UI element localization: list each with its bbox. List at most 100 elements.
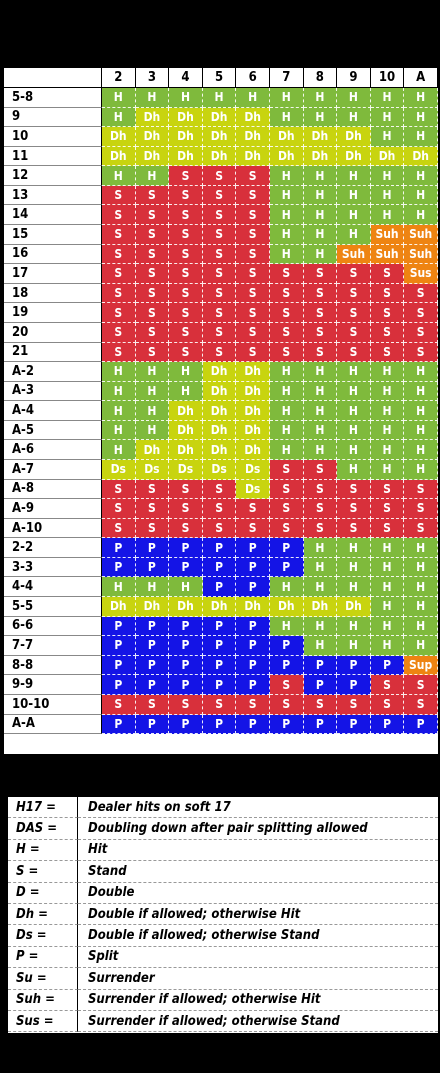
legend-description: Hit	[78, 840, 438, 862]
action-cell: P	[102, 557, 136, 578]
action-cell: Dh	[404, 146, 438, 167]
action-cell: H	[370, 459, 405, 480]
action-cell: H	[370, 636, 405, 656]
action-cell: S	[303, 303, 338, 323]
action-cell: H	[370, 597, 405, 617]
action-cell: H	[370, 381, 405, 402]
player-hand-label: A-8	[4, 479, 102, 500]
action-cell: H	[337, 205, 371, 226]
header-corner	[4, 68, 102, 88]
action-cell: S	[337, 322, 371, 343]
action-cell: Dh	[236, 146, 270, 167]
action-cell: S	[370, 518, 405, 539]
action-cell: H	[404, 636, 438, 656]
action-cell: S	[202, 244, 237, 265]
action-cell: P	[135, 714, 170, 735]
player-hand-label: 5-5	[4, 597, 102, 617]
action-cell: P	[202, 557, 237, 578]
player-hand-label: 9	[4, 107, 102, 128]
player-hand-label: A-10	[4, 518, 102, 539]
action-cell: H	[303, 440, 338, 460]
action-cell: H	[269, 381, 304, 402]
action-cell: P	[135, 557, 170, 578]
action-cell: H	[102, 381, 136, 402]
action-cell: H	[404, 597, 438, 617]
dealer-card-header: 5	[202, 68, 237, 88]
action-cell: S	[370, 264, 405, 284]
action-cell: Dh	[236, 107, 270, 128]
player-hand-label: A-4	[4, 401, 102, 421]
action-cell: H	[404, 440, 438, 460]
action-cell: H	[370, 88, 405, 108]
legend-description: Dealer hits on soft 17	[78, 797, 438, 819]
action-cell: H	[370, 205, 405, 226]
action-cell: P	[102, 616, 136, 637]
action-cell: P	[202, 675, 237, 695]
action-cell: H	[303, 616, 338, 637]
action-cell: P	[370, 714, 405, 735]
action-cell: P	[169, 616, 203, 637]
action-cell: H	[404, 401, 438, 421]
action-cell: H	[404, 381, 438, 402]
action-cell: H	[303, 205, 338, 226]
action-cell: S	[236, 225, 270, 245]
action-cell: Dh	[337, 146, 371, 167]
action-cell: Dh	[303, 597, 338, 617]
action-cell: S	[102, 479, 136, 500]
legend-key: Suh =	[8, 989, 78, 1011]
action-cell: S	[269, 479, 304, 500]
action-cell: S	[370, 694, 405, 715]
action-cell: H	[404, 459, 438, 480]
action-cell: Dh	[236, 401, 270, 421]
action-cell: H	[337, 166, 371, 186]
action-cell: S	[370, 499, 405, 519]
action-cell: S	[202, 479, 237, 500]
strategy-grid: 2 3 4 5 6 7 8 9 10 A 5-8 H H H H H H H H H H 9 H Dh Dh Dh Dh H H H H H 1…	[4, 68, 438, 754]
action-cell: Ds	[202, 459, 237, 480]
action-cell: H	[102, 440, 136, 460]
dealer-card-header: 3	[135, 68, 170, 88]
action-cell: Dh	[337, 127, 371, 147]
action-cell: Dh	[202, 401, 237, 421]
action-cell: S	[303, 518, 338, 539]
action-cell: H	[370, 107, 405, 128]
legend-grid: H17 = Dealer hits on soft 17 DAS = Doubling…	[8, 797, 438, 1033]
action-cell: S	[202, 225, 237, 245]
action-cell: S	[135, 244, 170, 265]
action-cell: P	[135, 616, 170, 637]
strategy-chart: 2 3 4 5 6 7 8 9 10 A 5-8 H H H H H H H H H H 9 H Dh Dh Dh Dh H H H H H 1…	[4, 68, 438, 754]
action-cell: S	[202, 499, 237, 519]
action-cell: S	[269, 264, 304, 284]
action-cell: Ds	[135, 459, 170, 480]
action-cell: H	[269, 166, 304, 186]
action-cell: H	[303, 381, 338, 402]
player-hand-label: 13	[4, 185, 102, 206]
action-cell: H	[303, 401, 338, 421]
action-cell: S	[404, 479, 438, 500]
action-cell: H	[370, 362, 405, 382]
action-cell: H	[102, 107, 136, 128]
action-cell: H	[404, 616, 438, 637]
action-cell: S	[236, 694, 270, 715]
action-cell: H	[303, 107, 338, 128]
action-cell: H	[404, 577, 438, 598]
action-cell: P	[269, 538, 304, 558]
legend-description: Split	[78, 947, 438, 969]
action-cell: H	[269, 362, 304, 382]
action-cell: Suh	[370, 225, 405, 245]
action-cell: S	[202, 283, 237, 304]
dealer-card-header: 10	[370, 68, 405, 88]
action-cell: S	[169, 303, 203, 323]
action-cell: H	[135, 381, 170, 402]
action-cell: Dh	[169, 420, 203, 441]
dealer-card-header: 9	[337, 68, 371, 88]
action-cell: S	[236, 518, 270, 539]
legend-table: H17 = Dealer hits on soft 17 DAS = Doubling…	[8, 797, 438, 1033]
action-cell: Dh	[370, 146, 405, 167]
action-cell: S	[169, 694, 203, 715]
action-cell: S	[337, 303, 371, 323]
action-cell: Dh	[202, 381, 237, 402]
action-cell: H	[202, 88, 237, 108]
action-cell: Sup	[404, 655, 438, 676]
legend-description: Doubling down after pair splitting allow…	[78, 818, 438, 840]
